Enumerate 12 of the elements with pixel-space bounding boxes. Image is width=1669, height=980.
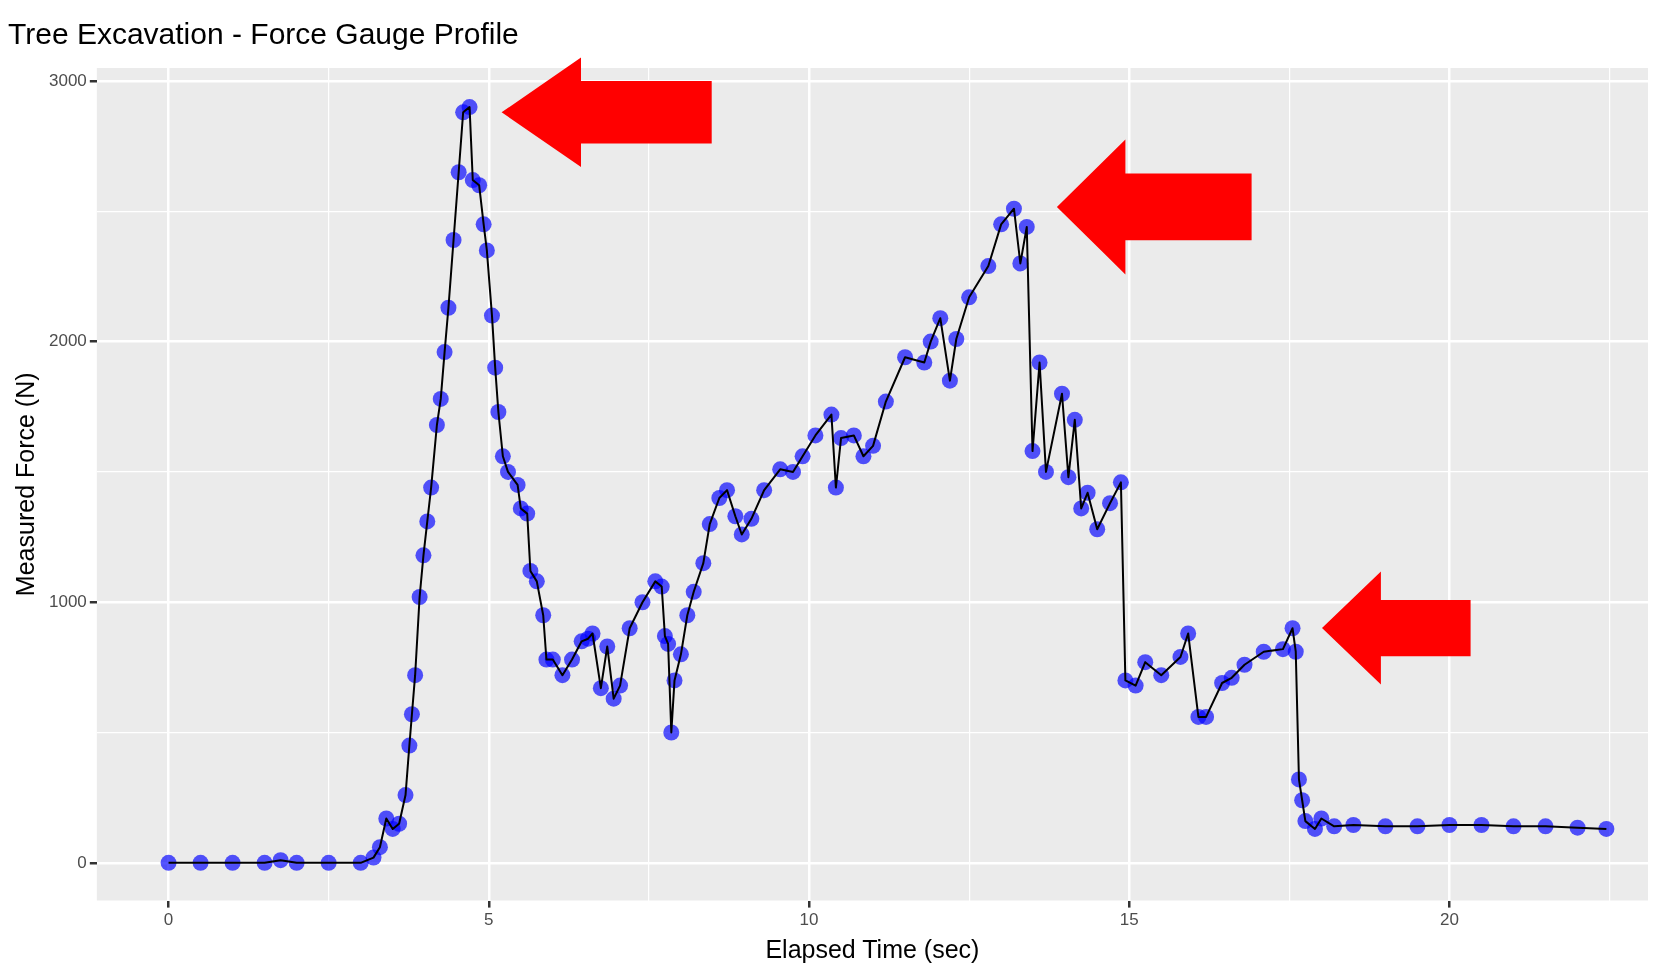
- x-tick-label: 20: [1440, 910, 1459, 930]
- y-tick-label: 3000: [48, 70, 87, 90]
- y-axis-title: Measured Force (N): [10, 372, 39, 597]
- y-tick-label: 1000: [48, 591, 87, 611]
- x-tick-label: 5: [484, 910, 494, 930]
- x-tick-label: 15: [1119, 910, 1139, 930]
- chart-title: Tree Excavation - Force Gauge Profile: [8, 17, 519, 51]
- x-axis-title: Elapsed Time (sec): [765, 934, 980, 963]
- y-tick-label: 0: [77, 852, 87, 872]
- x-tick-label: 10: [799, 910, 819, 930]
- y-tick-label: 2000: [48, 331, 87, 351]
- x-tick-label: 0: [163, 910, 174, 930]
